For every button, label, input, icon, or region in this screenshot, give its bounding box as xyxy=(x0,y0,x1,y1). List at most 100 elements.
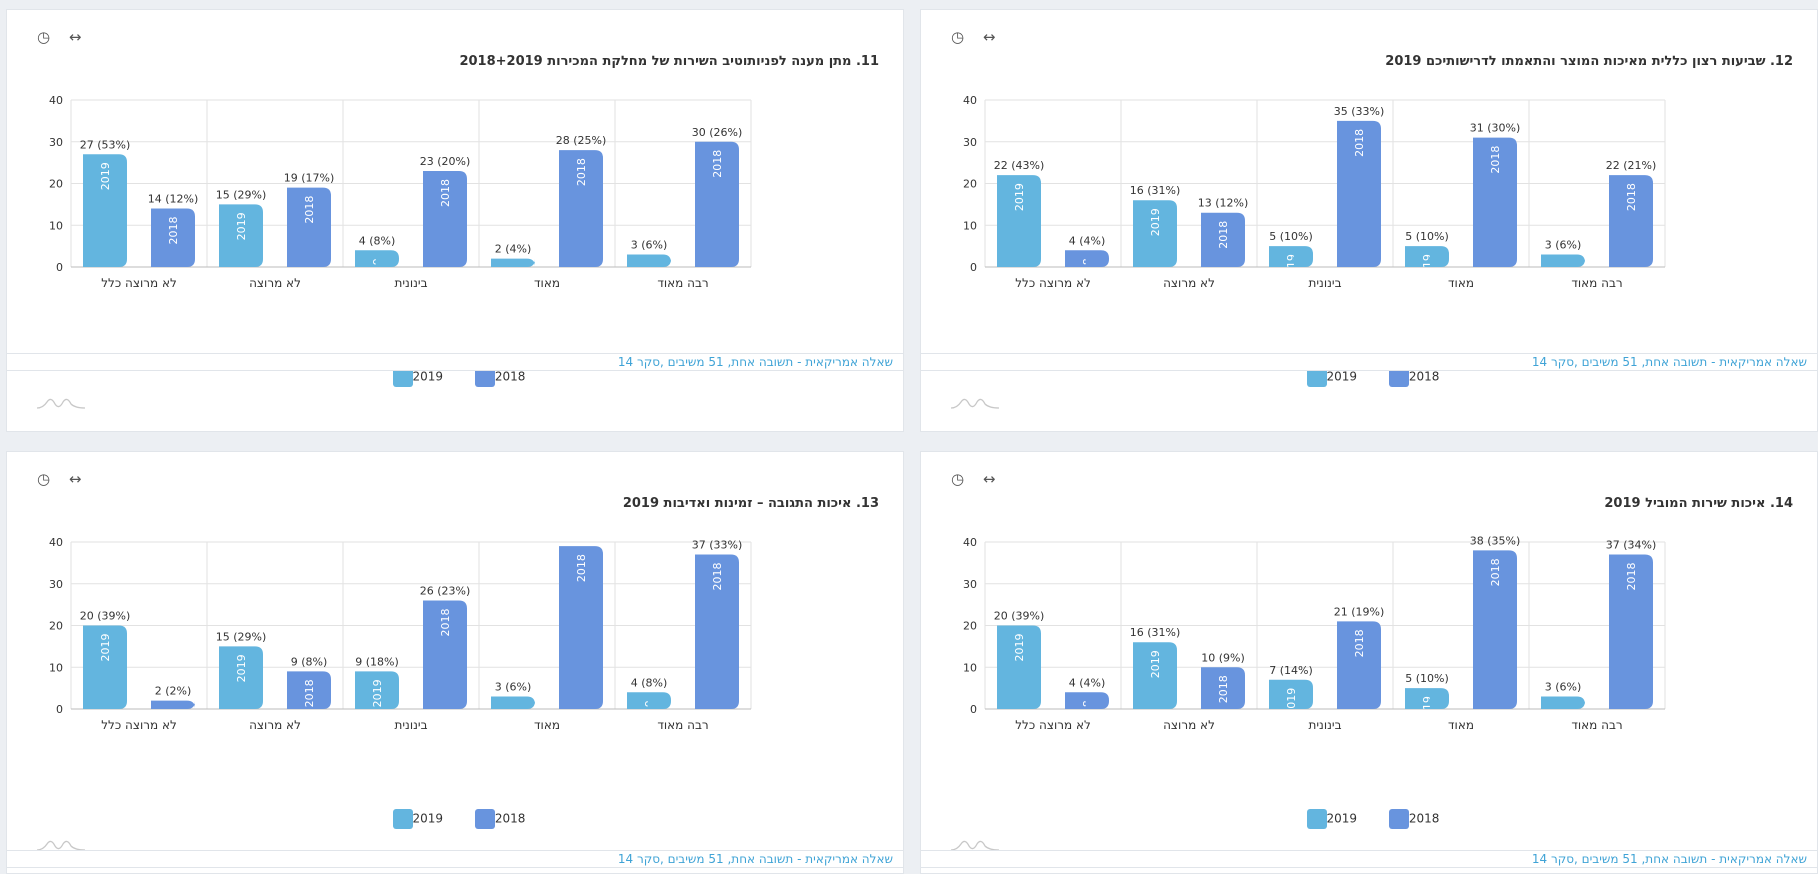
legend-item-2018[interactable]: 2018 xyxy=(467,809,525,829)
bar-2019 xyxy=(219,204,263,267)
y-tick-label: 20 xyxy=(963,178,977,191)
pie-chart-icon[interactable]: ◷ xyxy=(951,470,965,488)
legend-item-2018[interactable]: 2018 xyxy=(467,367,526,387)
chart-logo-icon xyxy=(951,840,999,851)
legend-swatch-2018 xyxy=(474,367,495,387)
footer-text: שאלה אמריקאית - תשובה אחת, 51 משיבים ,סק… xyxy=(617,852,893,866)
x-tick-label: לא מרוצה xyxy=(249,276,301,290)
y-tick-label: 0 xyxy=(56,703,63,716)
expand-horizontal-icon[interactable]: ↔ xyxy=(982,470,996,488)
bar-2018 xyxy=(151,700,195,709)
bar-inner-label: 2018 xyxy=(1353,129,1366,157)
bar-chart: 0 10 20 30 40 לא מרוצה כלל 2019 27 (53%) 2018 14 … xyxy=(49,94,752,290)
y-tick-label: 20 xyxy=(49,620,63,633)
bar-2018 xyxy=(1065,692,1109,709)
footer-text: שאלה אמריקאית - תשובה אחת, 51 משיבים ,סק… xyxy=(1531,852,1807,866)
data-label: 20 (39%) xyxy=(994,610,1045,623)
bar-inner-label: 2018 xyxy=(1489,146,1502,174)
bar-inner-label: 2018 xyxy=(1625,563,1638,591)
bar-inner-label: 2019 xyxy=(1013,183,1026,211)
bar-2018 xyxy=(1473,550,1517,709)
bar-2019 xyxy=(1269,246,1313,267)
legend-label: 2019 xyxy=(412,811,444,826)
bar-inner-label: 2018 xyxy=(711,150,724,178)
legend-swatch-2018 xyxy=(1388,809,1409,829)
bar-inner-label: 2019 xyxy=(1421,254,1434,282)
expand-horizontal-icon[interactable]: ↔ xyxy=(68,28,82,46)
bar-inner-label: 2018 xyxy=(439,608,452,636)
y-tick-label: 10 xyxy=(963,661,977,674)
data-label: 21 (19%) xyxy=(1334,605,1385,618)
data-label: 22 (43%) xyxy=(994,159,1045,172)
bar-2019 xyxy=(491,258,535,267)
y-tick-label: 10 xyxy=(49,661,63,674)
bar-inner-label: 2019 xyxy=(99,634,112,662)
expand-horizontal-icon[interactable]: ↔ xyxy=(68,470,82,488)
bar-inner-label: 2019 xyxy=(643,262,656,290)
bar-2018 xyxy=(423,170,467,267)
data-label: 15 (29%) xyxy=(216,188,267,201)
y-tick-label: 30 xyxy=(963,578,977,591)
data-label: 4 (4%) xyxy=(1069,676,1106,689)
bar-inner-label: 2018 xyxy=(439,179,452,207)
data-label: 16 (31%) xyxy=(1130,184,1181,197)
data-label: 19 (17%) xyxy=(284,172,335,185)
pie-chart-icon[interactable]: ◷ xyxy=(37,470,51,488)
bar-inner-label: 2019 xyxy=(1557,262,1570,290)
bar-2018 xyxy=(695,141,739,267)
x-tick-label: בינונית xyxy=(394,718,427,732)
x-tick-label: לא מרוצה כלל xyxy=(1015,276,1091,290)
y-tick-label: 0 xyxy=(970,261,977,274)
chart-logo-icon xyxy=(951,398,999,409)
legend-label: 2018 xyxy=(494,369,526,384)
panel-toolbar: ◷ ↔ xyxy=(951,470,1009,488)
x-tick-label: מאוד xyxy=(1448,718,1474,732)
chart-title: 12. שביעות רצון כללית מאיכות המוצר והתאמ… xyxy=(1385,54,1793,69)
legend-swatch-2019 xyxy=(1306,809,1327,829)
legend-item-2019[interactable]: 2019 xyxy=(385,367,443,387)
pie-chart-icon[interactable]: ◷ xyxy=(37,28,51,46)
bar-2018 xyxy=(423,600,467,709)
data-label: 28 (25%) xyxy=(556,134,607,147)
bar-2018 xyxy=(287,671,331,709)
bar-inner-label: 2019 xyxy=(371,679,384,707)
bar-inner-label: 2018 xyxy=(1353,629,1366,657)
bar-2019 xyxy=(627,254,671,267)
bar-2019 xyxy=(1133,200,1177,267)
bar-inner-label: 2018 xyxy=(303,679,316,707)
legend-item-2019[interactable]: 2019 xyxy=(1299,367,1357,387)
data-label: 15 (29%) xyxy=(216,630,267,643)
chart-footer: שאלה אמריקאית - תשובה אחת, 51 משיבים ,סק… xyxy=(6,353,904,371)
bar-2019 xyxy=(997,625,1041,709)
bar-inner-label: 2019 xyxy=(1013,634,1026,662)
bar-inner-label: 2019 xyxy=(1149,650,1162,678)
chart-footer: שאלה אמריקאית - תשובה אחת, 51 משיבים ,סק… xyxy=(920,850,1818,868)
bar-2018 xyxy=(559,546,603,709)
legend-item-2018[interactable]: 2018 xyxy=(1381,809,1439,829)
legend-item-2018[interactable]: 2018 xyxy=(1381,367,1439,387)
bar-inner-label: 2018 xyxy=(1217,675,1230,703)
legend-swatch-2019 xyxy=(1306,367,1327,387)
bar-inner-label: 2018 xyxy=(167,217,180,245)
bar-2019 xyxy=(1405,246,1449,267)
data-label: 5 (10%) xyxy=(1405,672,1449,685)
expand-horizontal-icon[interactable]: ↔ xyxy=(982,28,996,46)
chart-legend: 2019 2018 xyxy=(7,367,903,387)
bar-2018 xyxy=(1065,250,1109,267)
bar-2019 xyxy=(83,625,127,709)
chart-legend: 2019 2018 xyxy=(7,809,903,829)
bar-2018 xyxy=(1201,212,1245,267)
bar-chart: 0 10 20 30 40 לא מרוצה כלל 2019 20 (39%) 2018 4 (… xyxy=(963,534,1666,732)
bar-inner-label: 2018 xyxy=(1489,558,1502,586)
data-label: 2 (2%) xyxy=(155,685,192,698)
bar-inner-label: 2018 xyxy=(575,554,588,582)
bar-inner-label: 2018 xyxy=(1217,221,1230,249)
legend-item-2019[interactable]: 2019 xyxy=(1299,809,1357,829)
y-tick-label: 40 xyxy=(49,536,63,549)
bar-inner-label: 2018 xyxy=(711,563,724,591)
bar-2019 xyxy=(83,154,127,267)
pie-chart-icon[interactable]: ◷ xyxy=(951,28,965,46)
bar-2019 xyxy=(1541,254,1585,267)
x-tick-label: רבה מאוד xyxy=(1571,276,1622,290)
legend-item-2019[interactable]: 2019 xyxy=(385,809,444,829)
